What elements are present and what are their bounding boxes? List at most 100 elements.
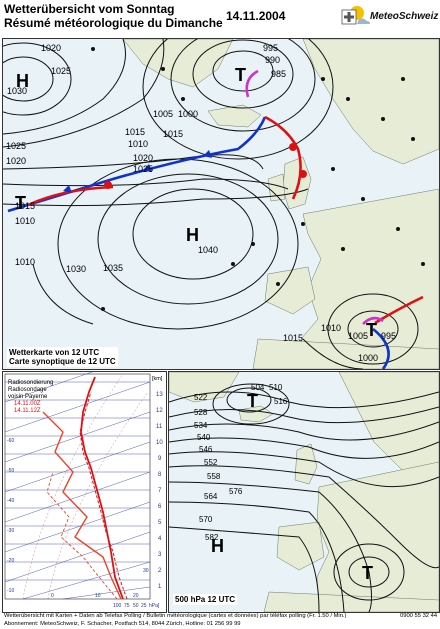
pressure-axis: 100 75 50 25 hPa] (113, 603, 160, 609)
meteoschweiz-logo: MeteoSchweiz (340, 4, 438, 30)
greenland (169, 372, 240, 403)
temp-tick: -50 (7, 468, 14, 474)
legend-time-12z: 14.11.12Z (14, 408, 41, 414)
warm-front (27, 185, 114, 207)
temp-tick: -40 (7, 498, 14, 504)
logo-swiss-cross-icon (341, 6, 370, 25)
isobar (170, 39, 316, 132)
low-pressure-label: T (15, 193, 26, 213)
ireland (267, 173, 286, 202)
iberia (276, 521, 325, 571)
contour-label: 540 (197, 433, 211, 442)
isobar (192, 39, 294, 109)
pressure-tick: 75 (124, 603, 130, 609)
height-contour (169, 501, 345, 612)
height-contour (169, 451, 439, 488)
contour-label: 564 (204, 492, 218, 501)
iceland (207, 104, 262, 128)
height-contour (212, 383, 290, 425)
isobar-label: 1030 (66, 264, 86, 274)
pressure-tick: 25 (141, 603, 147, 609)
isobars (3, 39, 419, 369)
warm-front-north (264, 115, 302, 200)
altitude-tick: 12 (156, 408, 163, 414)
isobar (3, 42, 72, 116)
synoptic-caption-french: Carte synoptique de 12 UTC (9, 357, 116, 366)
isobar (32, 263, 94, 325)
altitude-tick: 13 (156, 392, 163, 398)
altitude-tick: 11 (156, 424, 163, 430)
height-contour (169, 391, 439, 409)
scandinavia (302, 39, 439, 165)
contour-label: 510 (269, 383, 283, 392)
isobar (142, 39, 334, 160)
isobar (3, 56, 54, 102)
synoptic-map: H H T T T 1020 1025 1030 1025 1020 1015 … (2, 38, 440, 370)
contour-label: 558 (207, 472, 221, 481)
upper-air-map-500hpa: H T T 504 510 516 522 528 534 540 546 55… (168, 371, 440, 613)
height-contour (226, 387, 272, 413)
sounding-grid (4, 372, 151, 600)
synoptic-caption-german: Wetterkarte von 12 UTC (9, 348, 100, 357)
isobar-label: 1000 (358, 353, 378, 363)
altitude-tick: 2 (158, 568, 162, 574)
british-isles (294, 443, 318, 485)
pressure-tick: 100 (113, 603, 122, 609)
cold-front-south (372, 327, 390, 369)
isobar-label: 1025 (51, 66, 71, 76)
contour-label: 528 (194, 408, 208, 417)
altitude-tick: 7 (158, 488, 162, 494)
legend-station: voisin Payerne (8, 394, 48, 400)
temp-tick: 30 (143, 568, 149, 574)
height-contour (348, 556, 390, 588)
isobar-label: 1010 (321, 323, 341, 333)
iberia (264, 266, 316, 315)
isobar-label: 1020 (133, 153, 153, 163)
temperature-profile-00z (79, 391, 128, 600)
low-pressure-label: T (235, 65, 246, 85)
isobar-label: 1025 (6, 141, 26, 151)
isobar-label: 1040 (198, 245, 218, 255)
upper-land-masses (169, 372, 439, 612)
footer-info: Wetterübersicht mit Karten + Daten ab Te… (4, 613, 347, 619)
upper-low-label: T (362, 563, 373, 583)
isobar (97, 173, 279, 305)
isobar (3, 188, 309, 207)
isobar-label: 1000 (178, 109, 198, 119)
radiosonde-sounding: Radiosondierung Radiosondage voisin Paye… (2, 371, 167, 613)
title-french: Résumé météorologique du Dimanche (4, 16, 223, 30)
isobar (302, 338, 364, 369)
low-pressure-label: T (366, 320, 377, 340)
isobar (347, 310, 399, 348)
africa (263, 591, 439, 612)
contour-label: 582 (205, 533, 219, 542)
africa (252, 338, 439, 369)
contour-label: 522 (194, 393, 208, 402)
upper-low-label: T (247, 391, 258, 411)
fronts (7, 69, 424, 369)
warm-front-semicircle (299, 170, 307, 178)
temp-tick: -60 (7, 438, 14, 444)
height-contour (169, 526, 320, 612)
cold-front-triangle (203, 150, 212, 158)
temperature-profile (80, 376, 124, 600)
synoptic-map-svg: H H T T T 1020 1025 1030 1025 1020 1015 … (3, 39, 439, 369)
height-contour (169, 406, 439, 424)
front-symbols (63, 143, 307, 193)
upper-high-label: H (211, 536, 224, 556)
isobar-label: 1015 (125, 127, 145, 137)
km-unit: [km] (152, 376, 163, 382)
height-contour (333, 543, 405, 601)
contour-label: 546 (199, 445, 213, 454)
header: Wetterübersicht vom Sonntag Résumé météo… (0, 0, 440, 36)
high-pressure-label: H (186, 225, 199, 245)
temp-tick: 20 (133, 593, 139, 599)
contour-label: 576 (229, 487, 243, 496)
isobar-label: 995 (263, 43, 278, 53)
pressure-centers: H H T T T (15, 65, 377, 340)
warm-front-south (374, 295, 424, 325)
pressure-tick: 50 (133, 603, 139, 609)
europe (316, 461, 439, 612)
height-contours (169, 383, 439, 612)
isobar (3, 39, 126, 135)
